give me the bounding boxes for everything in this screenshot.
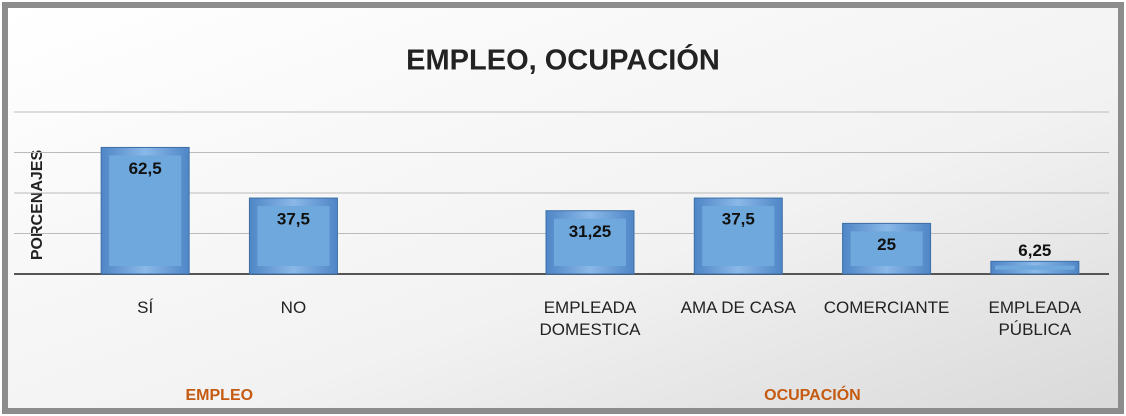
chart-title: EMPLEO, OCUPACIÓN — [406, 43, 720, 77]
bar-face — [554, 218, 626, 266]
plot-background — [8, 8, 1118, 408]
bar-face — [850, 231, 923, 266]
data-label: 6,25 — [1018, 241, 1051, 260]
bar-face — [109, 155, 182, 266]
bar-face — [702, 206, 775, 266]
x-tick-label: COMERCIANTE — [823, 298, 950, 317]
group-label: EMPLEO — [186, 387, 254, 404]
x-tick-label: SÍ — [137, 298, 154, 317]
data-label: 62,5 — [129, 159, 162, 178]
x-tick-label: EMPLEADA PÚBLICA — [988, 298, 1082, 339]
bar-face — [995, 265, 1075, 270]
group-label: OCUPACIÓN — [764, 385, 861, 404]
x-tick-label: NO — [280, 298, 307, 317]
data-label: 37,5 — [722, 210, 755, 229]
data-label: 31,25 — [569, 222, 612, 241]
x-tick-label: AMA DE CASA — [680, 298, 796, 317]
data-label: 25 — [877, 235, 896, 254]
y-axis-label: PORCENAJES — [29, 150, 46, 261]
x-tick-label: EMPLEADA DOMESTICA — [539, 298, 641, 339]
data-label: 37,5 — [277, 210, 310, 229]
bar-face — [257, 206, 330, 266]
